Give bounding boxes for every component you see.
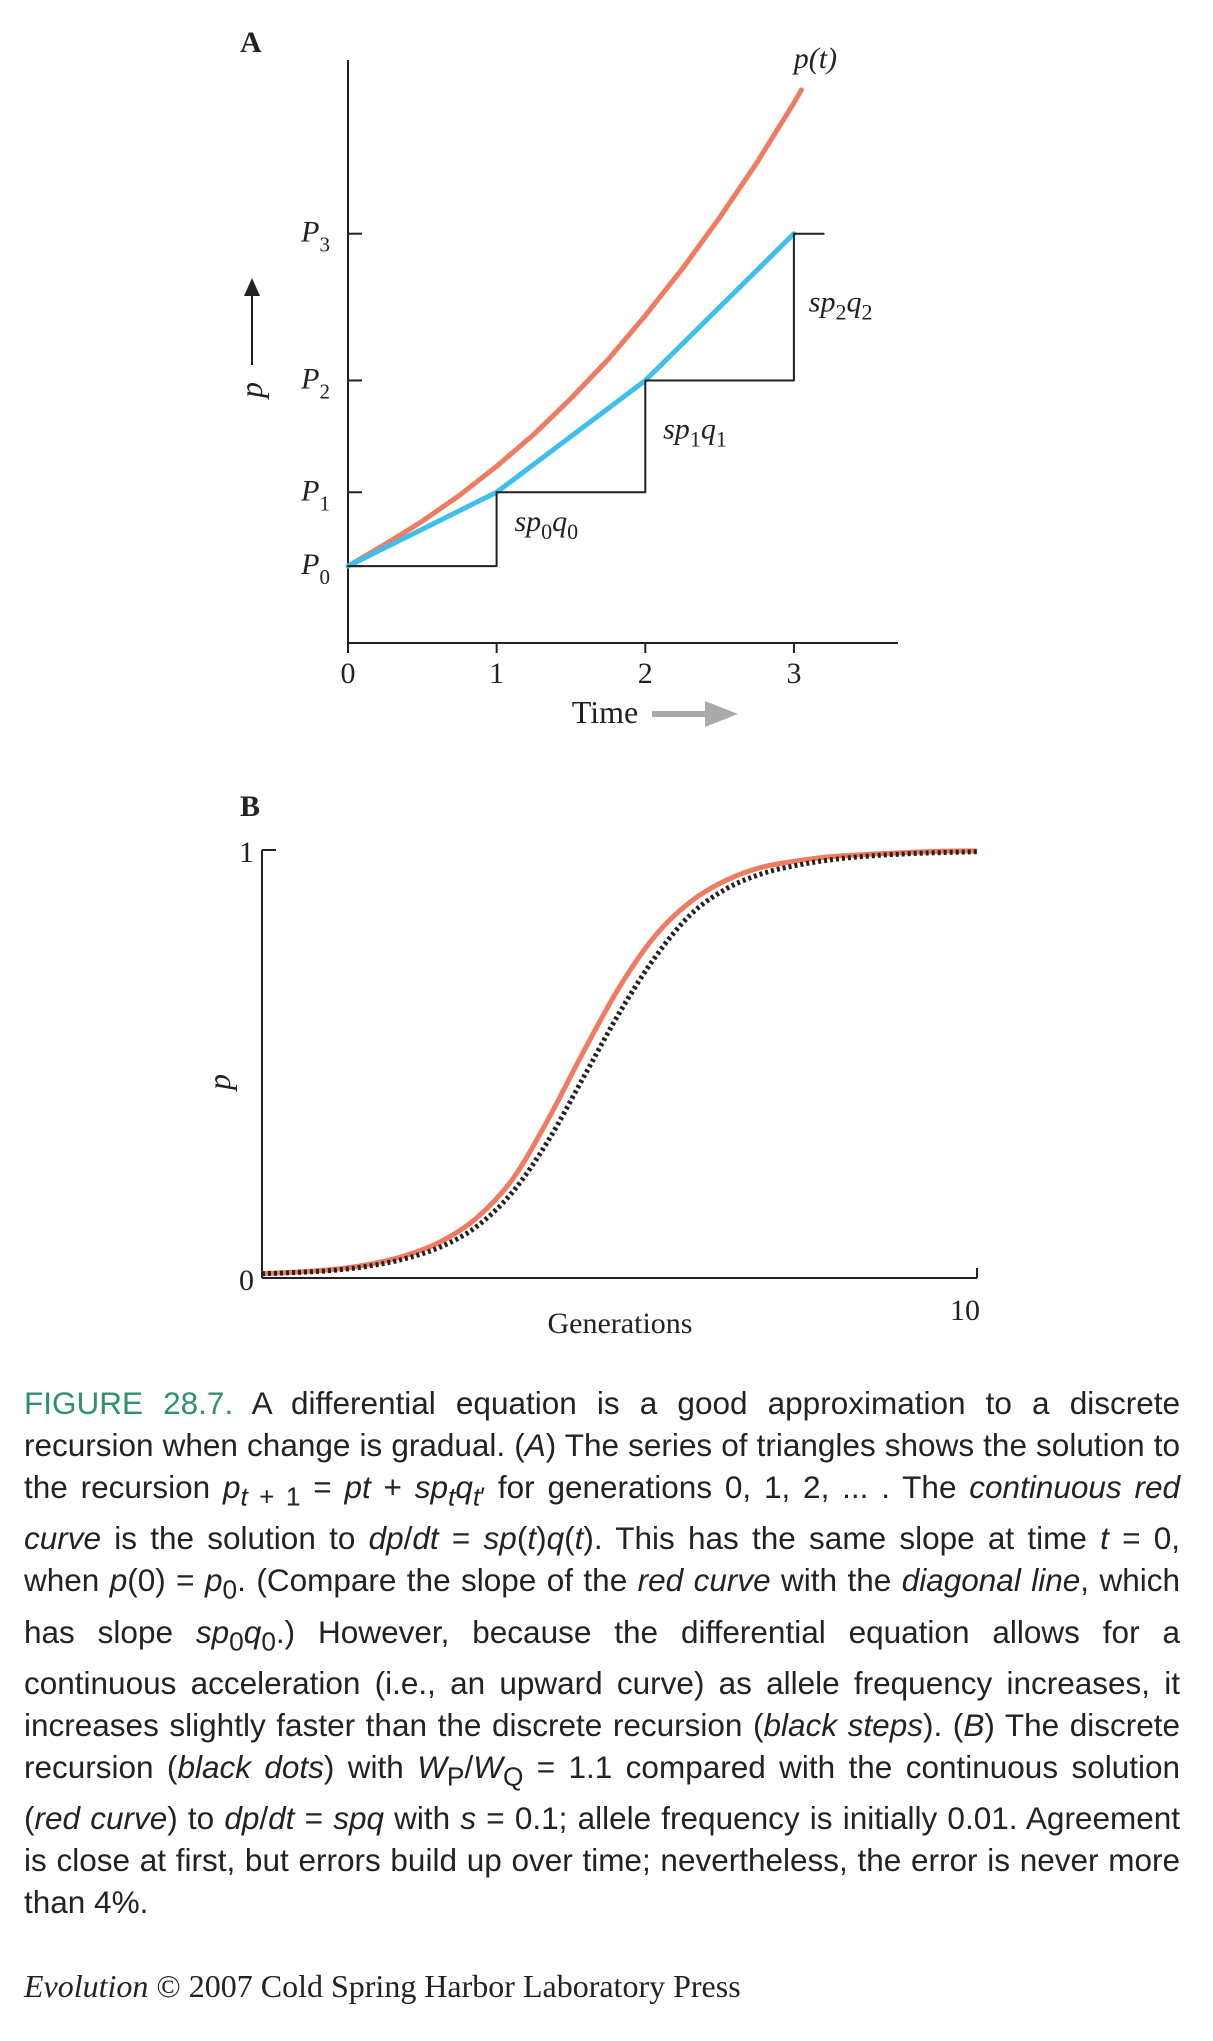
chart-panel-b: B 0 1 10 p Generations: [201, 790, 980, 1340]
copyright-footer: Evolution © 2007 Cold Spring Harbor Labo…: [24, 1968, 741, 2005]
caption-lead: FIGURE 28.7.: [24, 1385, 234, 1421]
y-tick-label: P0: [300, 548, 330, 589]
caption-text: A differential equation is a good approx…: [24, 1385, 1181, 1921]
continuous-curve: [345, 87, 804, 569]
footer-title: Evolution: [24, 1968, 149, 2004]
continuous-curve: [261, 848, 978, 1277]
step-label: sp0q0: [514, 505, 578, 544]
y-axis-label: p: [201, 1074, 237, 1092]
y-tick-label: P1: [300, 474, 330, 515]
series-label-pt: p(t): [792, 42, 837, 75]
footer-rest: © 2007 Cold Spring Harbor Laboratory Pre…: [148, 1968, 741, 2004]
step-label: sp1q1: [663, 412, 727, 451]
step-label: sp2q2: [809, 286, 873, 325]
x-tick-label: 1: [489, 657, 504, 690]
x-axis-arrow-head: [705, 701, 738, 727]
y-tick-label: P2: [300, 362, 330, 403]
x-axis-label: Time: [572, 694, 638, 730]
y-axis-label: p: [233, 382, 269, 400]
discrete-recursion-dots: [261, 849, 978, 1277]
y-tick-label-1: 1: [239, 836, 254, 869]
y-tick-label: P3: [300, 216, 330, 257]
x-end-label: 10: [950, 1294, 980, 1327]
figure-caption: FIGURE 28.7. A differential equation is …: [24, 1382, 1180, 1923]
panel-label-b: B: [240, 790, 260, 823]
y-axis-arrow-head: [244, 278, 260, 296]
x-tick-label: 2: [638, 657, 653, 690]
recursion-steps: [347, 232, 825, 568]
diagonal-line: [345, 231, 797, 569]
x-tick-label: 0: [341, 657, 356, 690]
panel-label-a: A: [240, 26, 262, 59]
y-tick-label-0: 0: [239, 1264, 254, 1297]
x-axis-label: Generations: [548, 1307, 693, 1340]
x-tick-label: 3: [786, 657, 801, 690]
chart-panel-a: A 0 1 2 3 P0 P1 P2 P3 p Time p(t) sp0q0 sp1q1 sp2q2: [233, 26, 898, 730]
